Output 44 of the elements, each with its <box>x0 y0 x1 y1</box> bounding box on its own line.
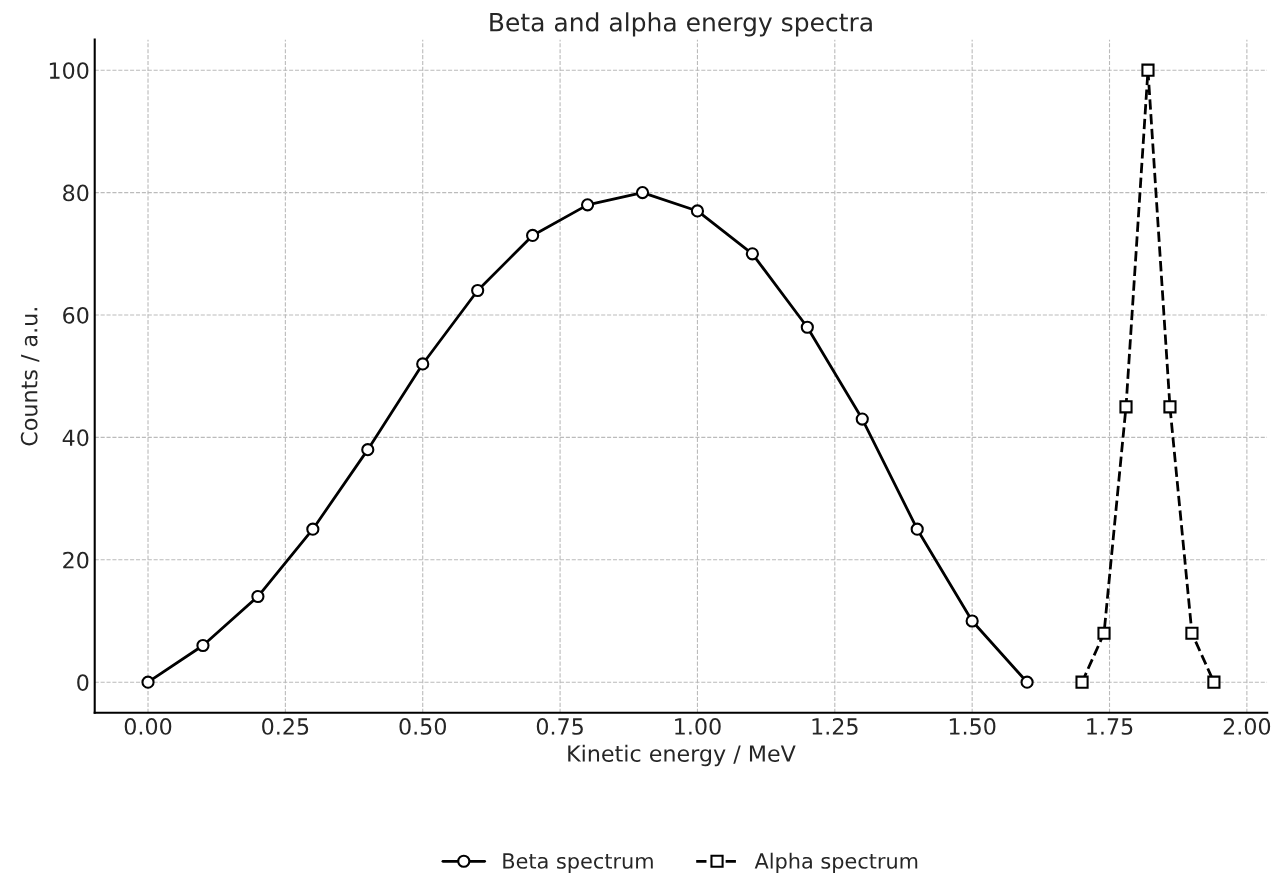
point <box>1141 63 1155 77</box>
point <box>580 198 595 212</box>
x-axis-title: Kinetic energy / MeV <box>568 744 796 767</box>
x-tick-label: 1.25 <box>812 718 858 735</box>
x-tick-label: 0.50 <box>399 718 446 735</box>
y-tick-label: 60 <box>63 306 89 324</box>
x-tick-label: 2.00 <box>1223 718 1271 735</box>
point <box>196 638 210 653</box>
point <box>800 320 814 334</box>
y-tick-label: 20 <box>63 551 89 569</box>
x-tick-label: 1.00 <box>675 718 721 735</box>
point <box>910 522 924 536</box>
point <box>635 186 650 200</box>
point <box>1163 400 1177 414</box>
legend-label: Alpha spectrum <box>754 852 918 873</box>
x-tick-label: 0.75 <box>536 718 583 735</box>
point <box>416 357 430 371</box>
y-tick-label: 40 <box>62 429 89 447</box>
point <box>1185 626 1199 640</box>
point <box>690 204 705 218</box>
x-tick-label: 0.00 <box>124 718 172 735</box>
point <box>471 283 485 298</box>
point <box>1119 400 1133 414</box>
y-tick-label: 100 <box>49 62 89 79</box>
x-tick-label: 0.25 <box>262 718 309 735</box>
y-tick-label: 0 <box>77 674 89 691</box>
point <box>361 443 375 457</box>
point <box>1075 675 1089 689</box>
point <box>965 614 979 628</box>
y-tick-label: 80 <box>63 184 89 202</box>
point <box>526 228 540 243</box>
chart-title: Beta and alpha energy spectra <box>490 12 872 37</box>
point <box>745 247 759 261</box>
x-tick-label: 1.50 <box>949 718 996 735</box>
legend-label: Beta spectrum <box>503 853 653 873</box>
point <box>1020 675 1034 689</box>
point <box>1097 626 1111 640</box>
point <box>251 589 265 604</box>
point <box>855 412 869 426</box>
point <box>306 522 320 536</box>
point <box>1207 675 1221 689</box>
x-tick-label: 1.75 <box>1087 718 1133 735</box>
point <box>141 675 155 689</box>
y-axis-title: Counts / a.u. <box>20 308 40 446</box>
